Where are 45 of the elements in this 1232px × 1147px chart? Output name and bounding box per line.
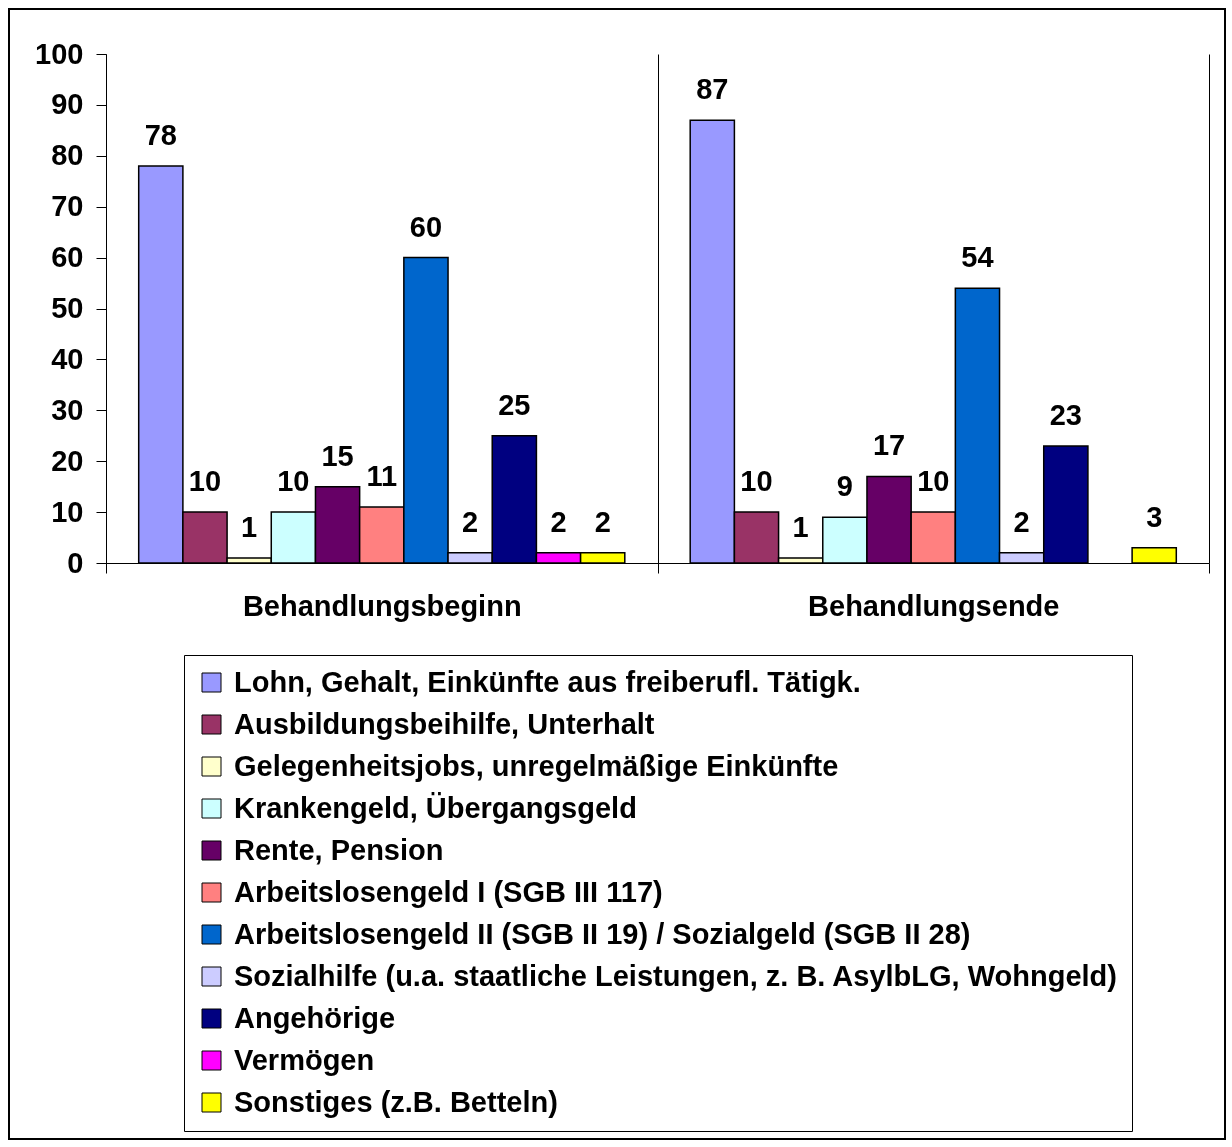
legend-label: Lohn, Gehalt, Einkünfte aus freiberufl. Tätigk. (234, 665, 861, 698)
data-label: 23 (1049, 398, 1082, 431)
y-tick-label: 90 (51, 88, 84, 121)
data-label: 3 (1146, 500, 1163, 533)
data-label: 11 (366, 460, 398, 493)
data-label: 1 (792, 510, 809, 543)
data-label: 17 (872, 429, 906, 462)
y-tick-label: 60 (51, 241, 84, 274)
x-tick-label: Behandlungsende (808, 589, 1060, 622)
data-label: 2 (1013, 505, 1030, 538)
data-label: 10 (188, 465, 222, 498)
data-label: 54 (961, 241, 994, 274)
legend-label: Arbeitslosengeld I (SGB III 117) (234, 875, 663, 908)
data-label: 2 (462, 505, 479, 538)
legend-label: Gelegenheitsjobs, unregelmäßige Einkünfte (234, 749, 839, 782)
data-label: 2 (550, 505, 567, 538)
data-label: 10 (917, 465, 950, 498)
y-tick-label: 20 (51, 444, 84, 477)
data-label: 2 (594, 505, 611, 538)
data-label: 1 (241, 510, 258, 543)
data-label: 10 (277, 465, 310, 498)
y-tick-label: 0 (67, 546, 84, 579)
data-label: 25 (498, 388, 531, 421)
data-label: 10 (740, 465, 773, 498)
y-tick-label: 30 (51, 393, 84, 426)
y-tick-label: 10 (51, 495, 84, 528)
legend-label: Ausbildungsbeihilfe, Unterhalt (234, 707, 655, 740)
data-label: 78 (144, 118, 177, 151)
legend-label: Krankengeld, Übergangsgeld (234, 791, 637, 824)
legend-label: Angehörige (234, 1001, 396, 1034)
y-tick-label: 70 (51, 190, 84, 223)
data-label: 15 (321, 439, 354, 472)
data-label: 60 (409, 210, 443, 243)
y-tick-label: 80 (51, 139, 84, 172)
legend-label: Sonstiges (z.B. Betteln) (234, 1085, 558, 1118)
y-tick-label: 50 (51, 292, 84, 324)
data-label: 87 (696, 73, 729, 106)
data-label: 9 (836, 470, 853, 503)
x-tick-label: Behandlungsbeginn (242, 589, 522, 622)
legend-label: Sozialhilfe (u.a. staatliche Leistungen, z. B. AsylbLG, Wohngeld) (234, 959, 1117, 992)
legend-label: Vermögen (234, 1043, 375, 1076)
y-tick-label: 100 (35, 37, 84, 70)
y-tick-label: 40 (51, 342, 84, 375)
legend-label: Arbeitslosengeld II (SGB II 19) / Sozialgeld (SGB II 28) (234, 917, 971, 950)
legend-label: Rente, Pension (234, 833, 444, 866)
